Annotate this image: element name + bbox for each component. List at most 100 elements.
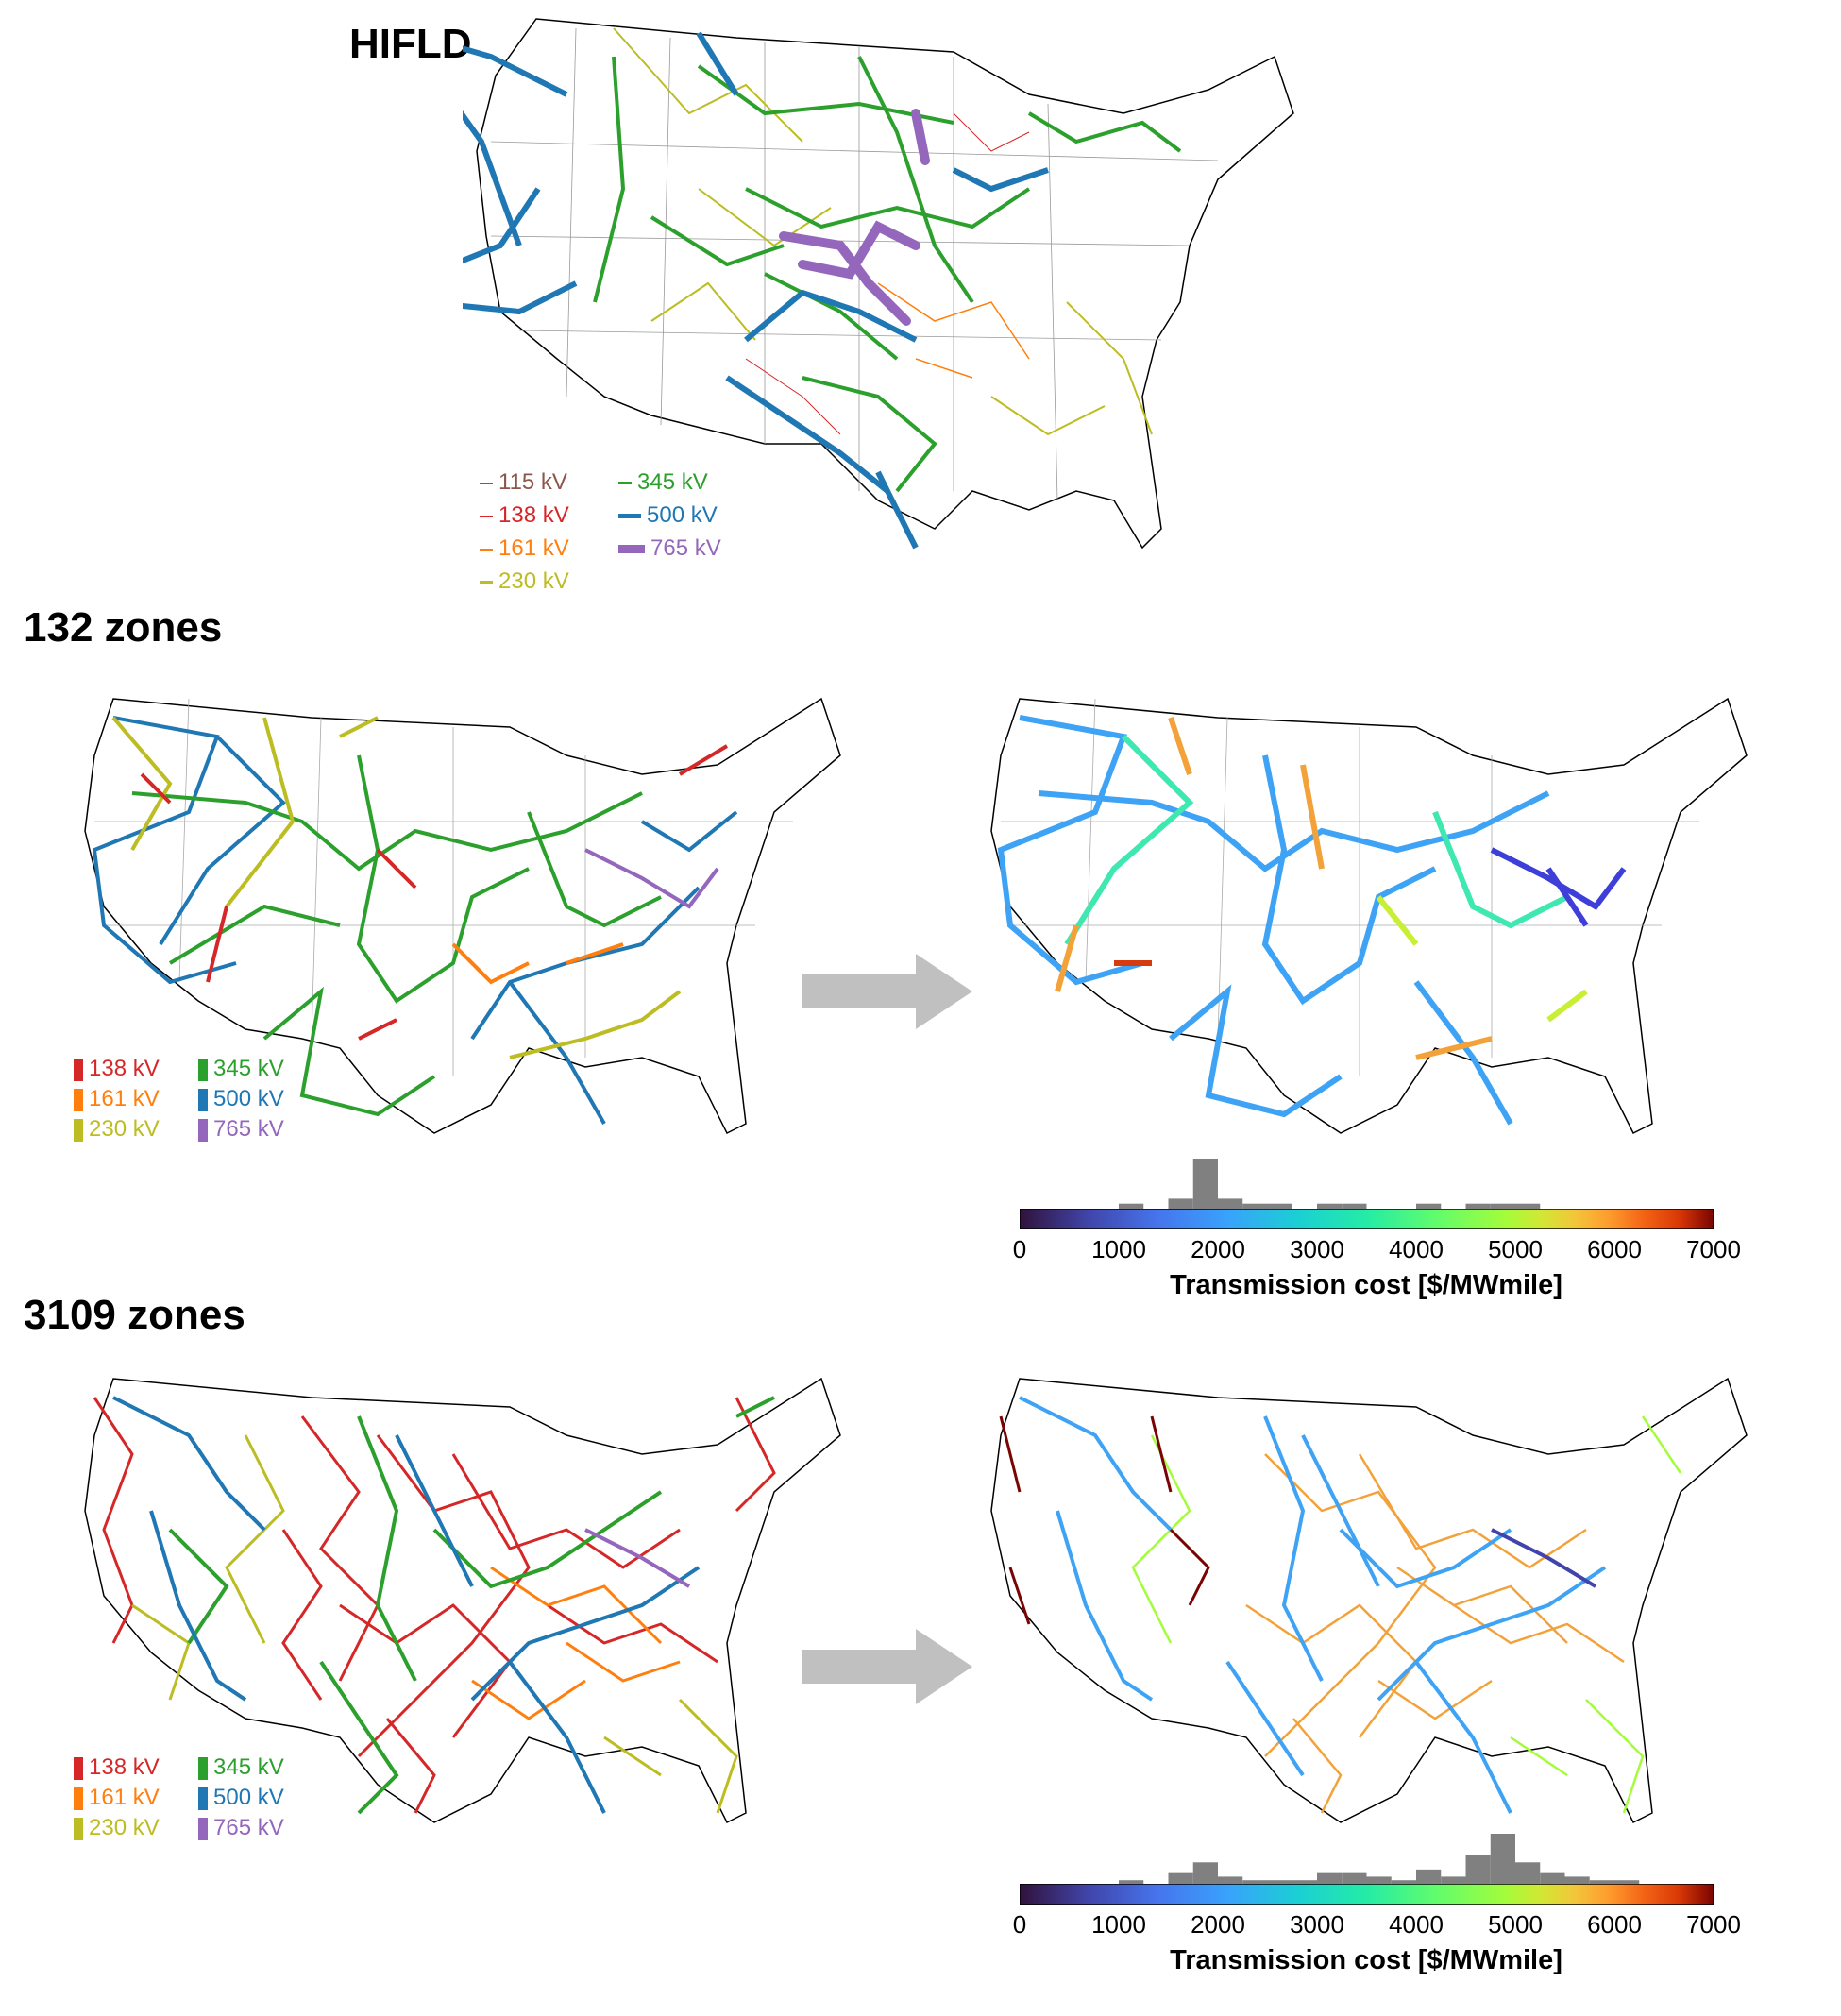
corridors-138kv <box>140 744 729 1041</box>
us-outline <box>476 18 1294 550</box>
histogram-3109 <box>1119 1834 1640 1884</box>
histogram-132 <box>1119 1159 1541 1209</box>
legend-item-500kv: 500 kV <box>618 502 718 529</box>
legend-item-765kv: 765 kV <box>618 535 721 562</box>
corridors-345kv <box>131 754 662 1117</box>
dense-765kv <box>584 1528 691 1588</box>
legend-label: 161 kV <box>89 1785 160 1810</box>
legend-label: 500 kV <box>647 502 718 528</box>
legend-item-345kv: 345 kV <box>618 469 708 496</box>
legend-item-138kv: 138 kV <box>74 1754 160 1781</box>
zones3109-voltage-map <box>84 1377 841 1824</box>
corridors-cost-yellow <box>1376 895 1588 1023</box>
us-border <box>990 697 1748 1135</box>
legend-label: 138 kV <box>89 1056 160 1081</box>
cbar-tick: 5000 <box>1488 1235 1543 1263</box>
legend-swatch <box>198 1756 208 1780</box>
cbar-tick: 2000 <box>1191 1910 1245 1939</box>
legend-label: 161 kV <box>89 1086 160 1111</box>
legend-label: 500 kV <box>213 1086 284 1111</box>
legend-label: 345 kV <box>213 1056 284 1081</box>
cbar-tick: 0 <box>1012 1235 1027 1263</box>
corridors-cost-mid <box>1064 734 1569 946</box>
dense-161kv <box>471 1566 681 1720</box>
cbar-tick: 1000 <box>1091 1235 1146 1263</box>
legend-item-500kv: 500 kV <box>198 1086 284 1112</box>
lines-345kv <box>593 56 1182 493</box>
histogram-bar <box>1416 1869 1442 1884</box>
cbar-tick: 3000 <box>1290 1235 1344 1263</box>
legend-item-138kv: 138 kV <box>480 502 569 529</box>
legend-label: 345 kV <box>637 469 708 495</box>
dense-cost-darkred <box>999 1415 1210 1625</box>
histogram-bar <box>1490 1203 1515 1209</box>
histogram-bar <box>1218 1198 1243 1209</box>
legend-label: 230 kV <box>89 1116 160 1142</box>
colorbar-132 <box>1020 1209 1714 1229</box>
legend-line <box>618 514 641 519</box>
lines-765kv <box>779 109 930 326</box>
legend-item-765kv: 765 kV <box>198 1815 284 1841</box>
histogram-bar <box>1589 1880 1614 1884</box>
legend-swatch <box>198 1058 208 1081</box>
zones3109-cost-map <box>990 1377 1748 1824</box>
zone-boundaries <box>1001 698 1699 1076</box>
corridors-cost-high <box>1055 717 1493 1060</box>
cbar-tick: 0 <box>1012 1910 1027 1939</box>
dense-cost-orange <box>1245 1453 1625 1814</box>
legend-label: 765 kV <box>213 1116 284 1142</box>
corridors-765kv <box>584 848 719 909</box>
arrow-shape <box>802 954 972 1029</box>
histogram-bar <box>1391 1880 1416 1884</box>
state-line <box>660 37 671 426</box>
legend-label: 115 kV <box>498 469 567 495</box>
legend-swatch <box>198 1118 208 1142</box>
histogram-bar <box>1614 1880 1640 1884</box>
histogram-bar <box>1218 1876 1243 1884</box>
lines-138kv <box>745 112 1030 435</box>
histogram-bar <box>1317 1872 1343 1884</box>
histogram-bar <box>1540 1872 1565 1884</box>
legend-swatch <box>198 1787 208 1810</box>
colorbar-label-3109: Transmission cost [$/MWmile] <box>1170 1945 1562 1975</box>
legend-line <box>480 515 493 517</box>
corridors-500kv <box>92 716 738 1125</box>
legend-swatch <box>74 1756 83 1780</box>
cbar-tick: 7000 <box>1686 1235 1741 1263</box>
cbar-tick: 6000 <box>1587 1910 1642 1939</box>
histogram-bar <box>1515 1862 1541 1884</box>
legend-swatch <box>74 1817 83 1840</box>
legend-item-115kv: 115 kV <box>480 469 567 496</box>
histogram-bar <box>1342 1203 1367 1209</box>
legend-line <box>480 482 493 484</box>
legend-label: 230 kV <box>498 568 569 594</box>
histogram-bar <box>1292 1880 1317 1884</box>
cbar-tick: 2000 <box>1191 1235 1245 1263</box>
dense-138kv <box>93 1397 776 1814</box>
legend-item-161kv: 161 kV <box>74 1086 160 1112</box>
legend-swatch <box>74 1088 83 1111</box>
histogram-bar <box>1366 1876 1392 1884</box>
histogram-bar <box>1242 1880 1268 1884</box>
cbar-tick: 3000 <box>1290 1910 1344 1939</box>
histogram-bar <box>1465 1855 1491 1884</box>
hifld-map <box>463 18 1294 550</box>
legend-item-230kv: 230 kV <box>74 1116 160 1143</box>
dense-cost-indigo <box>1491 1528 1597 1588</box>
dense-cost-blue <box>1019 1396 1607 1814</box>
legend-label: 230 kV <box>89 1815 160 1840</box>
lines-161kv <box>877 282 1030 379</box>
cbar-tick: 1000 <box>1091 1910 1146 1939</box>
legend-line <box>480 548 493 551</box>
us-border <box>84 697 841 1135</box>
histogram-bar <box>1119 1880 1144 1884</box>
legend-line <box>480 581 493 584</box>
histogram-bar <box>1515 1203 1541 1209</box>
legend-label: 345 kV <box>213 1754 284 1780</box>
arrow-right-icon <box>802 954 972 1029</box>
histogram-bar <box>1119 1203 1144 1209</box>
legend-item-765kv: 765 kV <box>198 1116 284 1143</box>
state-line <box>566 27 577 398</box>
histogram-bar <box>1416 1203 1442 1209</box>
histogram-bar <box>1564 1876 1590 1884</box>
